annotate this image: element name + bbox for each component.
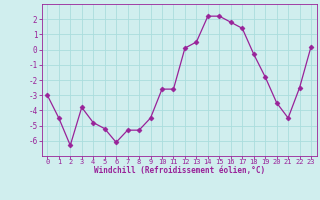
X-axis label: Windchill (Refroidissement éolien,°C): Windchill (Refroidissement éolien,°C)	[94, 166, 265, 175]
